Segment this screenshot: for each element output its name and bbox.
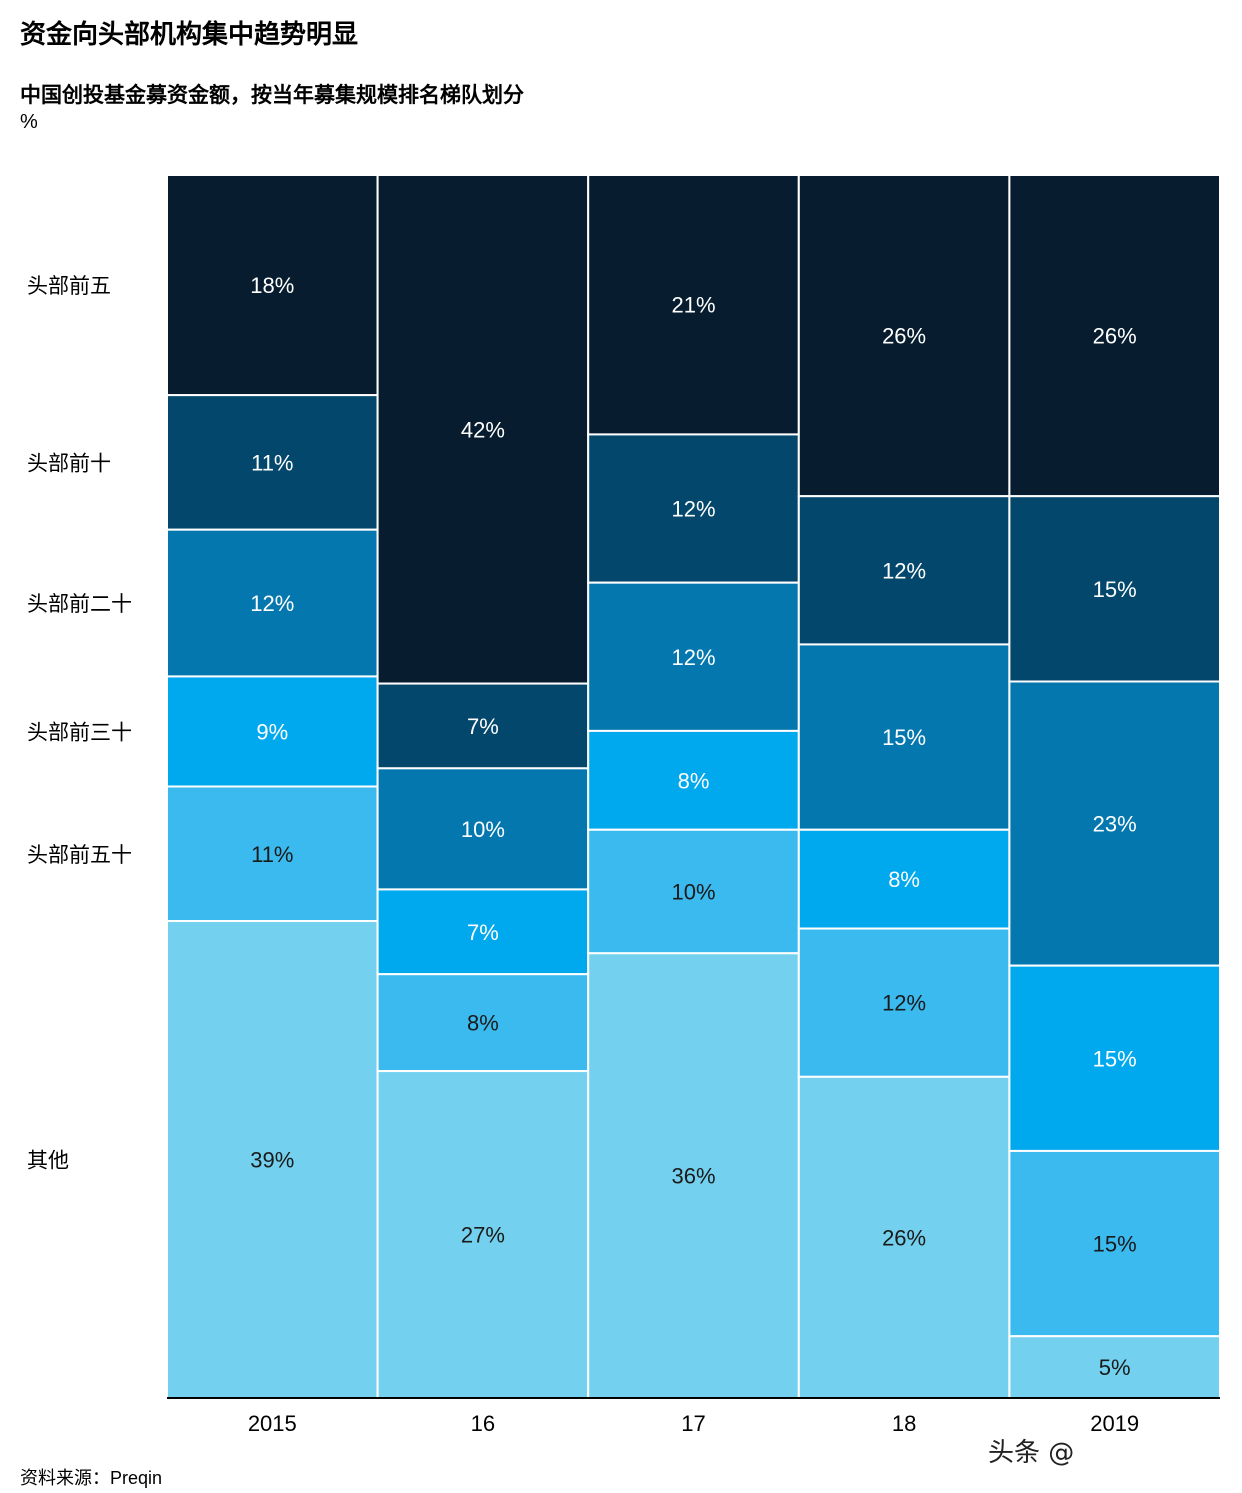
data-label-17-1: 12% bbox=[671, 497, 715, 522]
data-label-2019-1: 15% bbox=[1093, 577, 1137, 602]
x-tick-label-3: 18 bbox=[892, 1411, 916, 1436]
bar-segment-2019-3 bbox=[1008, 964, 1222, 1152]
data-label-17-2: 12% bbox=[671, 645, 715, 670]
data-label-18-3: 8% bbox=[888, 867, 920, 892]
data-label-2015-0: 18% bbox=[250, 273, 294, 298]
bar-segment-2015-2 bbox=[166, 528, 379, 678]
x-tick-label-1: 16 bbox=[471, 1411, 495, 1436]
data-label-2015-2: 12% bbox=[250, 591, 294, 616]
data-label-2019-4: 15% bbox=[1093, 1232, 1137, 1257]
row-label-0: 头部前五 bbox=[27, 274, 111, 298]
data-label-16-2: 10% bbox=[461, 817, 505, 842]
watermark-text: 头条 @ bbox=[988, 1438, 1075, 1468]
bar-segment-2015-4 bbox=[166, 785, 379, 923]
bar-segment-18-2 bbox=[797, 643, 1011, 831]
data-label-16-0: 42% bbox=[461, 417, 505, 442]
data-label-17-3: 8% bbox=[678, 768, 710, 793]
row-label-1: 头部前十 bbox=[27, 451, 111, 475]
bars-layer bbox=[166, 174, 1222, 1400]
row-label-4: 头部前五十 bbox=[27, 843, 132, 867]
data-label-17-5: 36% bbox=[671, 1164, 715, 1189]
chart-subtitle: 中国创投基金募资金额，按当年募集规模排名梯队划分 bbox=[20, 82, 524, 107]
data-label-2015-1: 11% bbox=[251, 450, 293, 475]
data-label-18-0: 26% bbox=[882, 324, 926, 349]
bar-segment-2019-2 bbox=[1008, 680, 1222, 967]
bar-segment-2015-1 bbox=[166, 394, 379, 531]
data-label-17-0: 21% bbox=[671, 293, 715, 318]
data-label-16-4: 8% bbox=[467, 1011, 499, 1036]
bar-segment-2019-0 bbox=[1008, 174, 1222, 498]
data-label-18-4: 12% bbox=[882, 991, 926, 1016]
segment-labels-layer: 18% 11% 12% 9% 11% 39% 42% 7% 10% 7% 8% 27% 21% 12% 12… bbox=[250, 273, 1136, 1380]
bar-segment-16-1 bbox=[376, 682, 590, 770]
data-label-2015-5: 39% bbox=[250, 1148, 294, 1173]
chart-title: 资金向头部机构集中趋势明显 bbox=[20, 20, 359, 50]
data-label-16-5: 27% bbox=[461, 1223, 505, 1248]
unit-label: % bbox=[20, 111, 38, 133]
data-label-18-1: 12% bbox=[882, 558, 926, 583]
data-label-18-2: 15% bbox=[882, 725, 926, 750]
x-tick-label-0: 2015 bbox=[248, 1411, 297, 1436]
data-label-2015-3: 9% bbox=[256, 719, 288, 744]
bar-segment-2019-1 bbox=[1008, 495, 1222, 683]
x-tick-label-4: 2019 bbox=[1090, 1411, 1139, 1436]
data-label-2019-2: 23% bbox=[1093, 812, 1137, 837]
data-label-2015-4: 11% bbox=[251, 842, 293, 867]
bar-segment-16-4 bbox=[376, 973, 590, 1073]
bar-segment-18-0 bbox=[797, 174, 1011, 498]
row-label-2: 头部前二十 bbox=[27, 592, 132, 616]
bar-segment-17-4 bbox=[587, 828, 800, 955]
x-tick-label-2: 17 bbox=[681, 1411, 705, 1436]
bar-segment-18-4 bbox=[797, 927, 1011, 1078]
row-label-3: 头部前三十 bbox=[27, 720, 132, 744]
bar-segment-17-5 bbox=[587, 952, 800, 1399]
bar-segment-17-0 bbox=[587, 174, 800, 436]
row-label-5: 其他 bbox=[27, 1149, 69, 1173]
data-label-16-1: 7% bbox=[467, 714, 499, 739]
bar-segment-16-3 bbox=[376, 888, 590, 976]
bar-segment-2019-4 bbox=[1008, 1149, 1222, 1338]
x-axis-labels-layer: 2015 16 17 18 2019 bbox=[248, 1411, 1139, 1436]
data-label-2019-5: 5% bbox=[1099, 1355, 1131, 1380]
bar-segment-17-2 bbox=[587, 581, 800, 732]
data-label-16-3: 7% bbox=[467, 920, 499, 945]
bar-segment-2015-3 bbox=[166, 675, 379, 788]
bar-segment-16-5 bbox=[376, 1070, 590, 1400]
data-label-2019-0: 26% bbox=[1093, 324, 1137, 349]
source-note: 资料来源：Preqin bbox=[20, 1468, 163, 1488]
data-label-2019-3: 15% bbox=[1093, 1046, 1137, 1071]
bar-segment-18-5 bbox=[797, 1075, 1011, 1400]
bar-segment-2015-5 bbox=[166, 920, 379, 1400]
data-label-17-4: 10% bbox=[671, 880, 715, 905]
data-label-18-5: 26% bbox=[882, 1225, 926, 1250]
